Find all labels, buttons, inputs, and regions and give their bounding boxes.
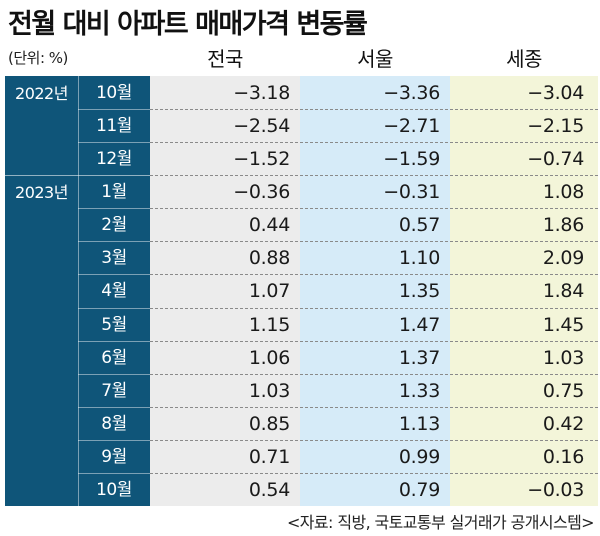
month-label: 3월: [101, 248, 127, 269]
month-label: 6월: [101, 347, 127, 368]
row-divider: [150, 142, 598, 144]
table-cell: 0.79: [398, 478, 440, 501]
row-divider: [150, 439, 598, 441]
table-cell: 1.33: [398, 379, 440, 402]
table-cell: −0.74: [527, 148, 584, 171]
table-cell: 0.85: [248, 412, 290, 435]
table-cell: 0.88: [248, 247, 290, 270]
table-cell: 1.03: [248, 379, 290, 402]
month-label: 1월: [101, 182, 127, 203]
table-cell: −1.59: [383, 148, 440, 171]
month-label: 12월: [96, 149, 132, 170]
row-divider: [150, 241, 598, 243]
row-divider: [150, 307, 598, 309]
table-cell: 1.35: [398, 280, 440, 303]
column-header-sejong: 세종: [506, 47, 542, 71]
month-label: 2월: [101, 215, 127, 236]
table-cell: −0.36: [233, 181, 290, 204]
table-cell: 1.37: [398, 346, 440, 369]
sejong-column-background: [450, 76, 598, 506]
table-cell: 0.75: [542, 379, 584, 402]
table-cell: 2.09: [542, 247, 584, 270]
row-divider: [150, 340, 598, 342]
table-cell: 0.71: [248, 445, 290, 468]
table-cell: 0.44: [248, 214, 290, 237]
month-separator: [78, 439, 150, 441]
row-header-panel: [5, 76, 150, 506]
table-cell: −2.71: [383, 115, 440, 138]
month-separator: [78, 241, 150, 243]
table-cell: −1.52: [233, 148, 290, 171]
row-divider: [150, 274, 598, 276]
column-header-national: 전국: [207, 47, 243, 71]
national-column-background: [150, 76, 300, 506]
table-cell: 1.08: [542, 181, 584, 204]
row-divider: [150, 406, 598, 408]
table-cell: 0.54: [248, 478, 290, 501]
row-divider: [150, 373, 598, 375]
row-divider: [150, 109, 598, 111]
row-divider: [150, 175, 598, 177]
month-separator: [78, 109, 150, 111]
table-cell: 0.42: [542, 412, 584, 435]
table-cell: 1.86: [542, 214, 584, 237]
row-header-divider: [78, 76, 79, 506]
month-separator: [78, 406, 150, 408]
table-cell: −3.04: [527, 82, 584, 104]
month-separator: [78, 274, 150, 276]
month-label: 10월: [96, 83, 132, 103]
table-cell: 1.10: [398, 247, 440, 270]
table-cell: −3.18: [233, 82, 290, 104]
month-separator: [78, 373, 150, 375]
month-separator: [78, 208, 150, 210]
table-cell: 1.13: [398, 412, 440, 435]
table-cell: 1.84: [542, 280, 584, 303]
month-label: 4월: [101, 281, 127, 302]
table-cell: 1.03: [542, 346, 584, 369]
table-cell: 1.15: [248, 313, 290, 336]
seoul-column-background: [300, 76, 450, 506]
month-separator: [78, 307, 150, 309]
month-separator: [78, 472, 150, 474]
table-cell: −2.54: [233, 115, 290, 138]
table-cell: −2.15: [527, 115, 584, 138]
month-label: 7월: [101, 380, 127, 401]
row-divider: [150, 472, 598, 474]
year-separator: [5, 175, 150, 177]
month-label: 8월: [101, 413, 127, 434]
table-cell: 1.47: [398, 313, 440, 336]
source-note: <자료: 직방, 국토교통부 실거래가 공개시스템>: [287, 513, 595, 532]
month-label: 11월: [96, 116, 132, 137]
table-cell: −0.31: [383, 181, 440, 204]
chart-title: 전월 대비 아파트 매매가격 변동률: [8, 9, 368, 40]
table-cell: 0.16: [542, 445, 584, 468]
table-cell: −0.03: [527, 478, 584, 501]
row-divider: [150, 208, 598, 210]
table-cell: 1.07: [248, 280, 290, 303]
year-label: 2022년: [15, 84, 68, 103]
month-label: 5월: [101, 314, 127, 335]
year-label: 2023년: [15, 183, 68, 203]
table-cell: 0.99: [398, 445, 440, 468]
month-separator: [78, 340, 150, 342]
table-cell: 1.45: [542, 313, 584, 336]
table-cell: 1.06: [248, 346, 290, 369]
month-label: 10월: [96, 479, 132, 500]
column-header-seoul: 서울: [357, 47, 393, 71]
table-cell: 0.57: [398, 214, 440, 237]
month-separator: [78, 142, 150, 144]
month-label: 9월: [101, 446, 127, 467]
unit-label: (단위: %): [8, 49, 68, 67]
table-cell: −3.36: [383, 82, 440, 104]
